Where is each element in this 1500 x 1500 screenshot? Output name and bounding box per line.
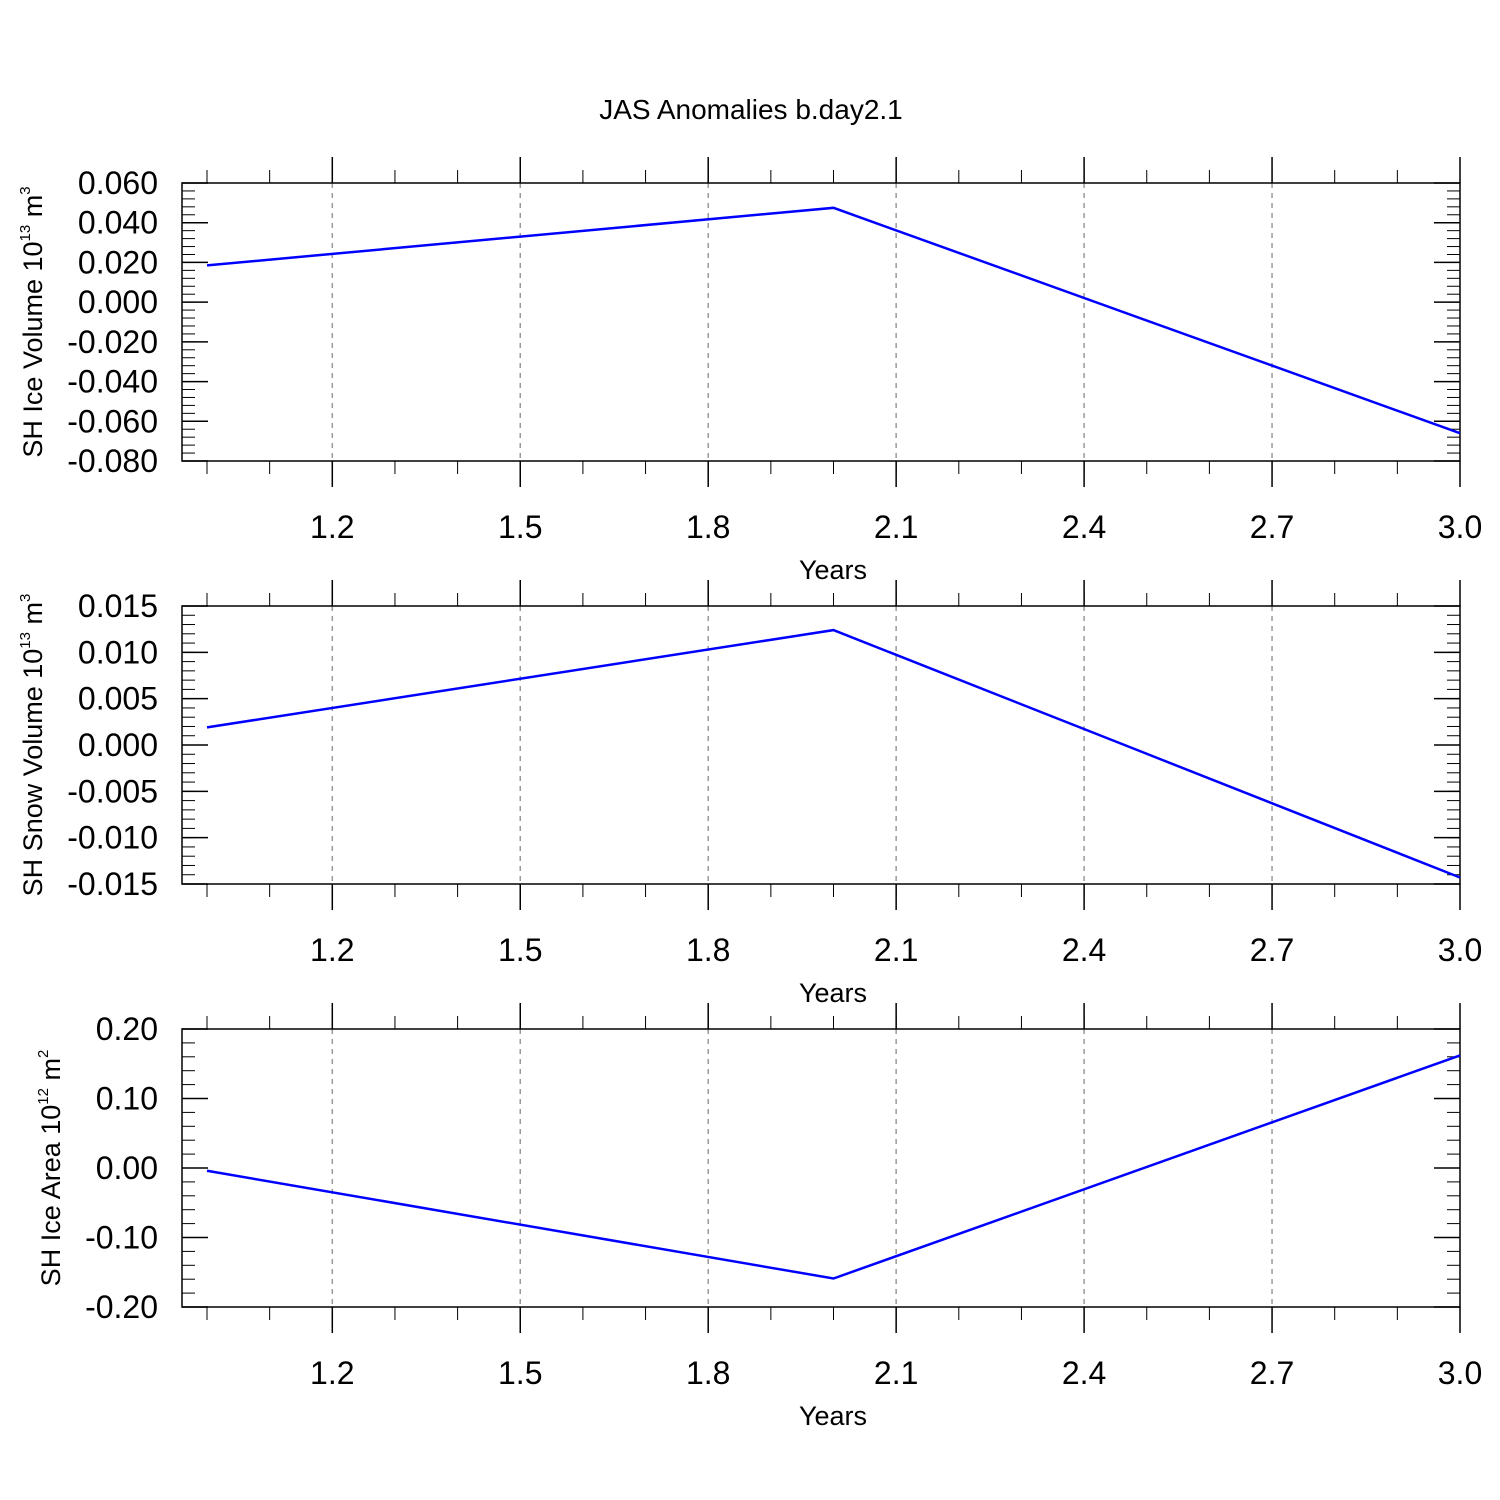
y-tick-label: -0.020 — [67, 324, 158, 360]
y-tick-label: -0.040 — [67, 364, 158, 400]
x-tick-label: 1.5 — [498, 509, 542, 545]
x-tick-label: 1.8 — [686, 932, 730, 968]
y-tick-label: 0.015 — [78, 588, 158, 624]
x-tick-label: 3.0 — [1438, 509, 1482, 545]
x-tick-label: 3.0 — [1438, 932, 1482, 968]
y-tick-label: 0.000 — [78, 284, 158, 320]
x-tick-label: 2.1 — [874, 509, 918, 545]
x-tick-label: 2.1 — [874, 1355, 918, 1391]
x-tick-label: 1.8 — [686, 509, 730, 545]
y-tick-label: 0.060 — [78, 165, 158, 201]
chart-panel-1: 1.2 1.5 1.8 2.1 2.4 2.7 3.0 Years 0.060 0.0400.02… — [17, 157, 1482, 585]
y-axis-label-superscript: 13 — [17, 225, 34, 242]
y-axis-label: SH Snow Volume 1013 m3 — [17, 594, 48, 897]
y-tick-label: 0.20 — [96, 1011, 158, 1047]
y-tick-label: 0.10 — [96, 1081, 158, 1117]
y-axis-label-superscript: 13 — [17, 632, 34, 649]
x-tick-label: 2.7 — [1250, 1355, 1294, 1391]
x-tick-label: 1.2 — [310, 1355, 354, 1391]
figure-title: JAS Anomalies b.day2.1 — [599, 94, 903, 125]
y-tick-label: -0.010 — [67, 820, 158, 856]
y-tick-label: 0.005 — [78, 681, 158, 717]
x-tick-label: 2.4 — [1062, 509, 1106, 545]
chart-panel-3: 1.2 1.5 1.8 2.1 2.4 2.7 3.0 Years 0.20 0.10 0.00 -0… — [35, 1003, 1482, 1431]
y-tick-label: -0.015 — [67, 866, 158, 902]
x-tick-label: 2.7 — [1250, 932, 1294, 968]
y-axis-label-superscript: 3 — [17, 186, 34, 194]
y-axis-label-part: m — [18, 195, 48, 225]
y-axis-label-superscript: 12 — [35, 1088, 52, 1105]
y-axis-label-part: SH Snow Volume 10 — [18, 649, 48, 897]
x-tick-label: 1.2 — [310, 509, 354, 545]
y-tick-label: -0.10 — [85, 1220, 158, 1256]
panels: 1.2 1.5 1.8 2.1 2.4 2.7 3.0 Years 0.060 0.0400.02… — [17, 157, 1482, 1431]
y-tick-label: 0.020 — [78, 244, 158, 280]
x-axis-label: Years — [799, 555, 867, 585]
y-tick-label: -0.005 — [67, 773, 158, 809]
y-axis-label-superscript: 2 — [35, 1050, 52, 1058]
x-tick-label: 1.2 — [310, 932, 354, 968]
chart-panel-2: 1.2 1.5 1.8 2.1 2.4 2.7 3.0 Years 0.015 0.010 0.00… — [17, 580, 1482, 1008]
y-tick-label: -0.080 — [67, 443, 158, 479]
y-axis-label-part: SH Ice Area 10 — [36, 1105, 66, 1287]
x-tick-label: 1.8 — [686, 1355, 730, 1391]
x-axis-label: Years — [799, 1401, 867, 1431]
y-tick-label: -0.20 — [85, 1289, 158, 1325]
y-axis-label-part: m — [18, 602, 48, 632]
x-tick-label: 1.5 — [498, 932, 542, 968]
y-tick-label: 0.010 — [78, 634, 158, 670]
x-tick-label: 2.4 — [1062, 1355, 1106, 1391]
plot-frame — [181, 182, 1461, 462]
y-axis-label: SH Ice Volume 1013 m3 — [17, 186, 48, 457]
x-tick-label: 1.5 — [498, 1355, 542, 1391]
y-axis-label: SH Ice Area 1012 m2 — [35, 1050, 66, 1287]
y-axis-label-superscript: 3 — [17, 594, 34, 602]
x-tick-label: 2.7 — [1250, 509, 1294, 545]
y-tick-label: 0.00 — [96, 1150, 158, 1186]
x-axis-label: Years — [799, 978, 867, 1008]
y-tick-label: 0.000 — [78, 727, 158, 763]
y-axis-label-part: SH Ice Volume 10 — [18, 241, 48, 457]
x-tick-label: 3.0 — [1438, 1355, 1482, 1391]
x-tick-label: 2.1 — [874, 932, 918, 968]
y-axis-label-part: m — [36, 1058, 66, 1088]
y-tick-label: 0.040 — [78, 205, 158, 241]
x-tick-label: 2.4 — [1062, 932, 1106, 968]
y-tick-label: -0.060 — [67, 403, 158, 439]
